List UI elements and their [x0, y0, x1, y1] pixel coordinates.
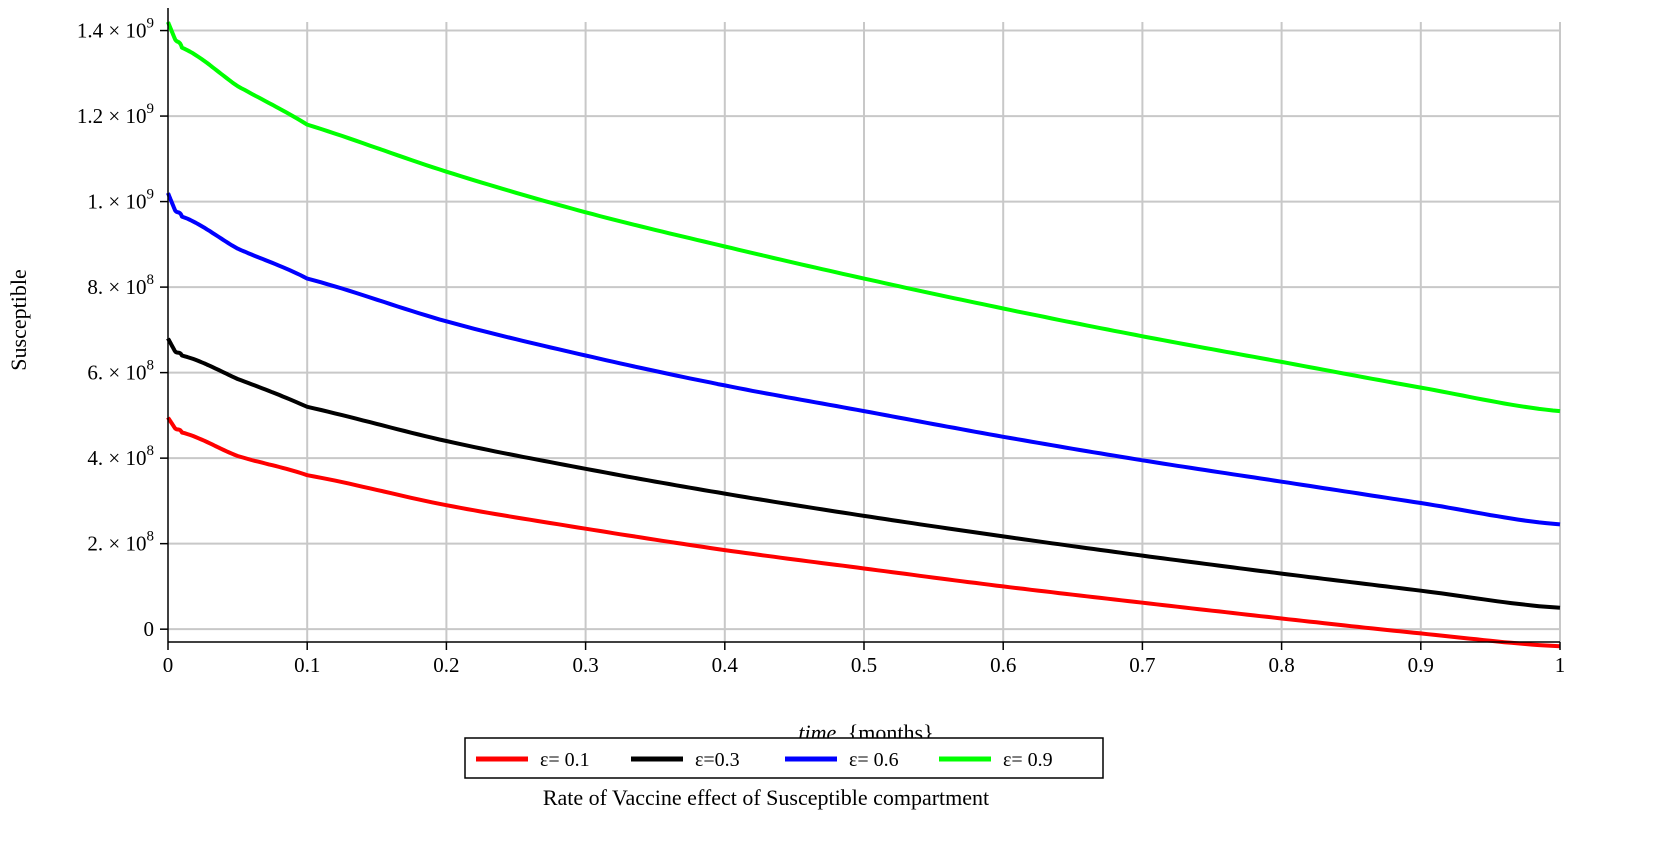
series-line-4 — [166, 20, 1561, 414]
y-tick-label: 6. × 108 — [87, 358, 154, 385]
grid-lines — [168, 22, 1561, 642]
x-tick-label: 1 — [1555, 653, 1566, 677]
series-line-3 — [166, 191, 1561, 527]
legend-label: ε= 0.9 — [1003, 749, 1053, 771]
x-tick-label: 0.9 — [1408, 653, 1434, 677]
y-tick-label: 1.2 × 109 — [77, 101, 154, 128]
x-tick-label: 0.6 — [990, 653, 1016, 677]
y-tick-label: 0 — [144, 617, 155, 641]
y-tick-label: 2. × 108 — [87, 529, 154, 556]
series-line-1 — [166, 416, 1561, 649]
y-tick-label: 8. × 108 — [87, 272, 154, 299]
x-tick-label: 0.5 — [851, 653, 877, 677]
x-tick-label: 0 — [163, 653, 174, 677]
x-tick-label: 0.1 — [294, 653, 320, 677]
legend-box — [464, 737, 1104, 779]
x-tick-label: 0.4 — [712, 653, 739, 677]
series-lines — [166, 20, 1561, 649]
legend-label: ε= 0.1 — [540, 749, 590, 771]
x-tick-label: 0.7 — [1129, 653, 1155, 677]
y-tick-labels: 0 2. × 108 4. × 108 6. × 108 8. × 108 1. × 10… — [77, 16, 154, 642]
legend-items: ε= 0.1 ε=0.3 ε= 0.6 ε= 0.9 — [476, 749, 1053, 771]
y-tick-label: 1.4 × 109 — [77, 16, 154, 43]
y-tick-label: 1. × 109 — [87, 187, 154, 214]
series-line-2 — [166, 337, 1561, 610]
x-tick-label: 0.3 — [572, 653, 598, 677]
y-tick-label: 4. × 108 — [87, 443, 154, 470]
x-tick-labels: 0 0.1 0.2 0.3 0.4 0.5 0.6 0.7 0.8 0.9 1 — [163, 653, 1566, 677]
legend-label: ε= 0.6 — [849, 749, 899, 771]
legend-title: Rate of Vaccine effect of Susceptible co… — [543, 785, 989, 810]
legend-label: ε=0.3 — [695, 749, 740, 771]
x-tick-label: 0.8 — [1268, 653, 1294, 677]
axes — [160, 8, 1561, 650]
legend: ε= 0.1 ε=0.3 ε= 0.6 ε= 0.9 — [464, 737, 1104, 779]
x-tick-label: 0.2 — [433, 653, 459, 677]
y-axis-label: Susceptible — [6, 269, 31, 370]
